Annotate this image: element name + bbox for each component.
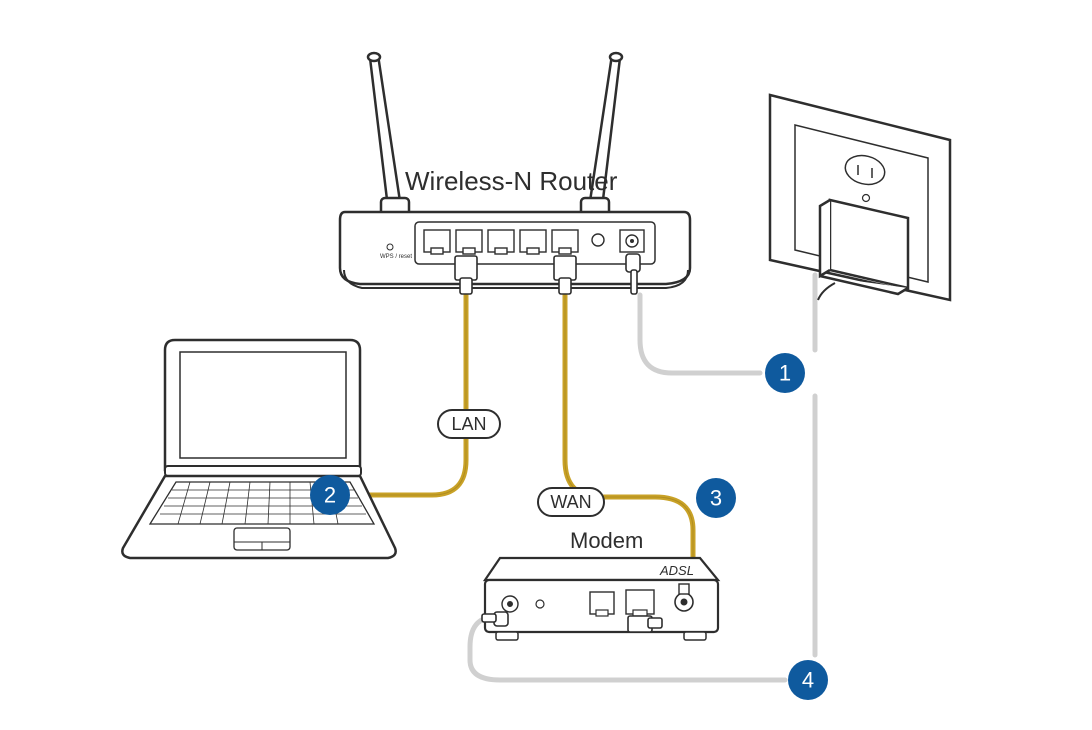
cable-lan-cable bbox=[353, 295, 466, 495]
svg-text:4: 4 bbox=[802, 668, 814, 693]
svg-text:2: 2 bbox=[324, 483, 336, 508]
svg-text:3: 3 bbox=[710, 486, 722, 511]
step-badge-1: 1 bbox=[765, 353, 805, 393]
router-port-lan3 bbox=[488, 230, 514, 254]
modem-brand: ADSL bbox=[659, 563, 694, 578]
router-port-lan4 bbox=[520, 230, 546, 254]
cable-router-power bbox=[640, 295, 760, 373]
router-wps-label: WPS / reset bbox=[380, 254, 412, 260]
router-port-lan1 bbox=[424, 230, 450, 254]
router-port-lan2 bbox=[456, 230, 482, 254]
modem-title: Modem bbox=[570, 528, 643, 553]
wall-outlet bbox=[770, 95, 950, 300]
lan-label: LAN bbox=[438, 410, 500, 438]
step-badge-2: 2 bbox=[310, 475, 350, 515]
svg-text:1: 1 bbox=[779, 361, 791, 386]
wan-label: WAN bbox=[538, 488, 604, 516]
router-title: Wireless-N Router bbox=[405, 166, 618, 196]
router-port-wan bbox=[552, 230, 578, 254]
laptop-device bbox=[122, 340, 395, 558]
svg-text:LAN: LAN bbox=[451, 414, 486, 434]
step-badge-4: 4 bbox=[788, 660, 828, 700]
svg-text:WAN: WAN bbox=[550, 492, 591, 512]
modem-device: Modem ADSL bbox=[482, 528, 718, 640]
step-badge-3: 3 bbox=[696, 478, 736, 518]
